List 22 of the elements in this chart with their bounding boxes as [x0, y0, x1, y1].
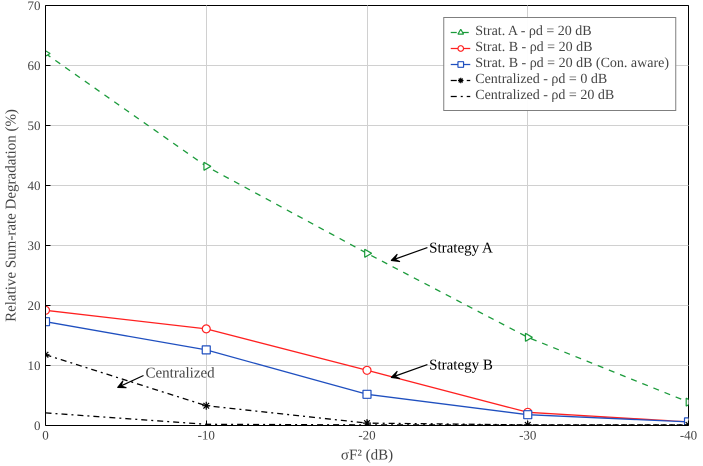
legend-label: Strat. B - ρd = 20 dB (Con. aware) — [475, 56, 669, 72]
annotation: Centralized — [146, 366, 216, 382]
x-tick-label: -30 — [519, 428, 536, 442]
y-axis-title: Relative Sum-rate Degradation (%) — [4, 109, 20, 322]
annotation: Strategy A — [429, 240, 494, 256]
x-tick-label: -20 — [358, 428, 376, 442]
legend-label: Strat. B - ρd = 20 dB — [475, 40, 592, 56]
legend-label: Strat. A - ρd = 20 dB — [475, 24, 592, 40]
y-tick-label: 20 — [28, 298, 40, 313]
y-tick-label: 70 — [28, 0, 40, 13]
legend-label: Centralized - ρd = 20 dB — [475, 88, 614, 104]
annotation: Strategy B — [429, 358, 493, 374]
legend-label: Centralized - ρd = 0 dB — [475, 72, 608, 88]
y-tick-label: 30 — [28, 238, 40, 253]
y-tick-label: 0 — [34, 418, 40, 433]
x-tick-label: -10 — [198, 428, 215, 442]
y-tick-label: 40 — [28, 178, 40, 193]
x-axis-title: σF² (dB) — [340, 448, 394, 464]
y-tick-label: 10 — [28, 358, 40, 373]
y-tick-label: 50 — [28, 118, 40, 133]
x-tick-label: -40 — [680, 428, 698, 442]
y-tick-label: 60 — [28, 58, 40, 73]
